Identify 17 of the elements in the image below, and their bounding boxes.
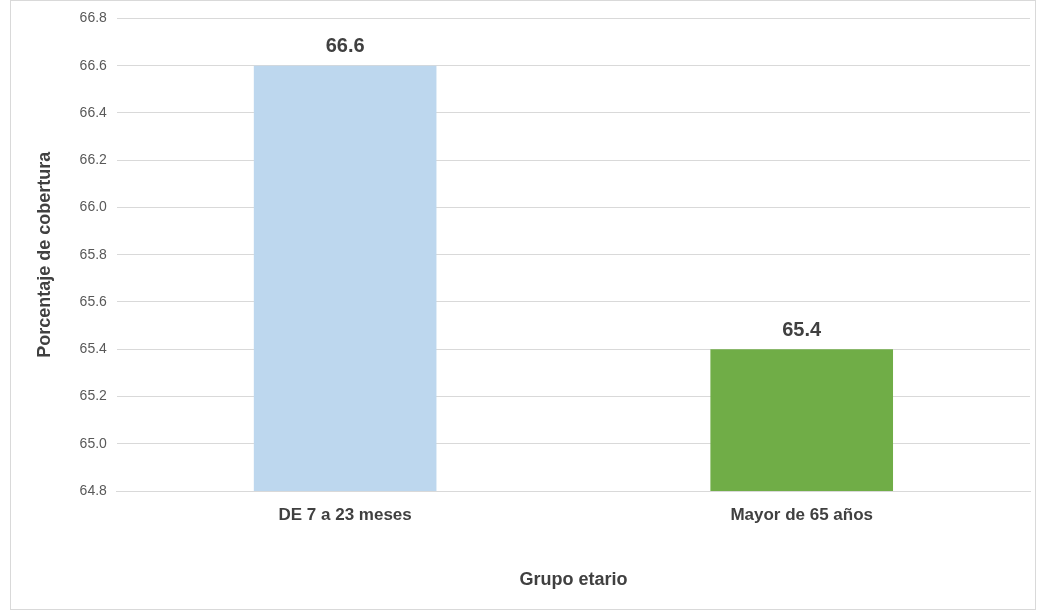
- y-axis-title: Porcentaje de cobertura: [33, 150, 54, 358]
- y-tick-label: 64.8: [79, 481, 108, 498]
- x-tick-label: DE 7 a 23 meses: [278, 504, 412, 524]
- x-tick-label: Mayor de 65 años: [730, 504, 874, 524]
- y-tick-label: 65.6: [79, 292, 108, 309]
- y-tick-label: 66.2: [79, 151, 108, 168]
- data-label: 66.6: [325, 34, 365, 57]
- y-tick-label: 65.4: [79, 340, 108, 357]
- y-tick-label: 65.0: [79, 434, 108, 451]
- y-tick-label: 66.0: [79, 198, 108, 215]
- y-tick-label: 66.8: [79, 9, 108, 26]
- x-axis-title: Grupo etario: [519, 569, 628, 590]
- y-tick-label: 65.8: [79, 245, 108, 262]
- data-label: 65.4: [782, 317, 823, 340]
- y-tick-label: 66.6: [79, 56, 108, 73]
- y-tick-label: 66.4: [79, 103, 108, 120]
- y-tick-label: 65.2: [79, 387, 108, 404]
